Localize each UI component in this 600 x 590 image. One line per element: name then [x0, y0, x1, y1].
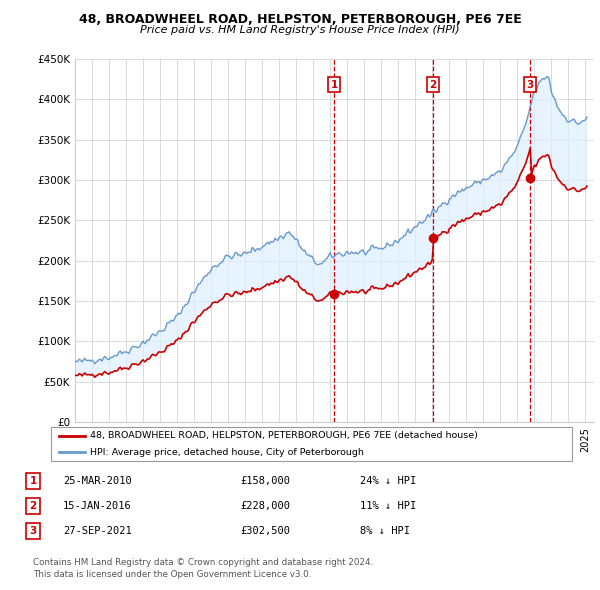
Text: 3: 3 — [29, 526, 37, 536]
Text: 1: 1 — [29, 476, 37, 486]
Text: 48, BROADWHEEL ROAD, HELPSTON, PETERBOROUGH, PE6 7EE: 48, BROADWHEEL ROAD, HELPSTON, PETERBORO… — [79, 13, 521, 26]
Text: 24% ↓ HPI: 24% ↓ HPI — [360, 476, 416, 486]
Text: £228,000: £228,000 — [240, 501, 290, 510]
Text: 1: 1 — [331, 80, 338, 90]
Text: 2: 2 — [29, 501, 37, 510]
Text: 8% ↓ HPI: 8% ↓ HPI — [360, 526, 410, 536]
Text: 27-SEP-2021: 27-SEP-2021 — [63, 526, 132, 536]
Text: 25-MAR-2010: 25-MAR-2010 — [63, 476, 132, 486]
Text: 3: 3 — [527, 80, 534, 90]
Text: 48, BROADWHEEL ROAD, HELPSTON, PETERBOROUGH, PE6 7EE (detached house): 48, BROADWHEEL ROAD, HELPSTON, PETERBORO… — [90, 431, 478, 440]
FancyBboxPatch shape — [50, 427, 572, 461]
Text: Contains HM Land Registry data © Crown copyright and database right 2024.
This d: Contains HM Land Registry data © Crown c… — [33, 558, 373, 579]
Text: 15-JAN-2016: 15-JAN-2016 — [63, 501, 132, 510]
Text: 2: 2 — [430, 80, 437, 90]
Text: HPI: Average price, detached house, City of Peterborough: HPI: Average price, detached house, City… — [90, 448, 364, 457]
Text: £302,500: £302,500 — [240, 526, 290, 536]
Text: £158,000: £158,000 — [240, 476, 290, 486]
Text: Price paid vs. HM Land Registry's House Price Index (HPI): Price paid vs. HM Land Registry's House … — [140, 25, 460, 35]
Text: 11% ↓ HPI: 11% ↓ HPI — [360, 501, 416, 510]
